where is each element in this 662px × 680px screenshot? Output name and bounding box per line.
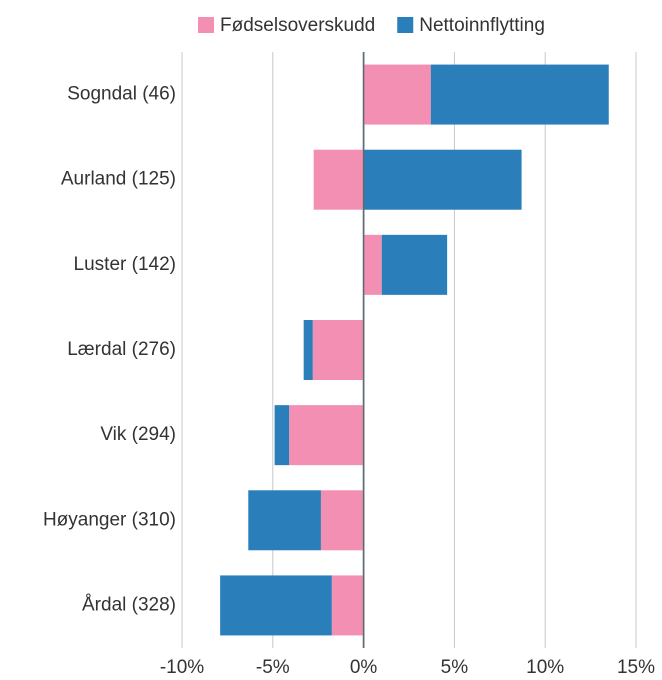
y-tick-label: Årdal (328) [82,594,176,615]
y-tick-label: Luster (142) [74,254,176,275]
y-tick-label: Aurland (125) [61,169,176,190]
x-tick-label: 0% [350,657,378,678]
bar [248,490,321,551]
bar [289,405,364,466]
x-tick-label: -5% [256,657,290,678]
y-tick-label: Lærdal (276) [67,339,176,360]
legend-swatch [198,17,214,33]
bar [320,490,364,551]
bar [381,234,448,295]
x-tick-label: -10% [160,657,204,678]
bar [313,149,364,210]
x-tick-label: 15% [617,657,655,678]
x-tick-label: 5% [441,657,469,678]
bar [363,234,382,295]
bar [430,64,609,125]
bar [220,575,332,636]
legend-swatch [397,17,414,33]
legend-label: Nettoinnflytting [419,15,545,36]
x-tick-label: 10% [526,657,564,678]
bar [303,320,313,380]
bar [312,320,364,380]
y-tick-label: Sogndal (46) [67,84,176,105]
bar [363,64,431,125]
legend-label: Fødselsoverskudd [220,15,375,36]
y-tick-label: Høyanger (310) [43,509,176,530]
y-tick-label: Vik (294) [100,424,176,445]
bar [274,405,290,466]
bar [331,575,364,636]
bar [363,149,522,210]
